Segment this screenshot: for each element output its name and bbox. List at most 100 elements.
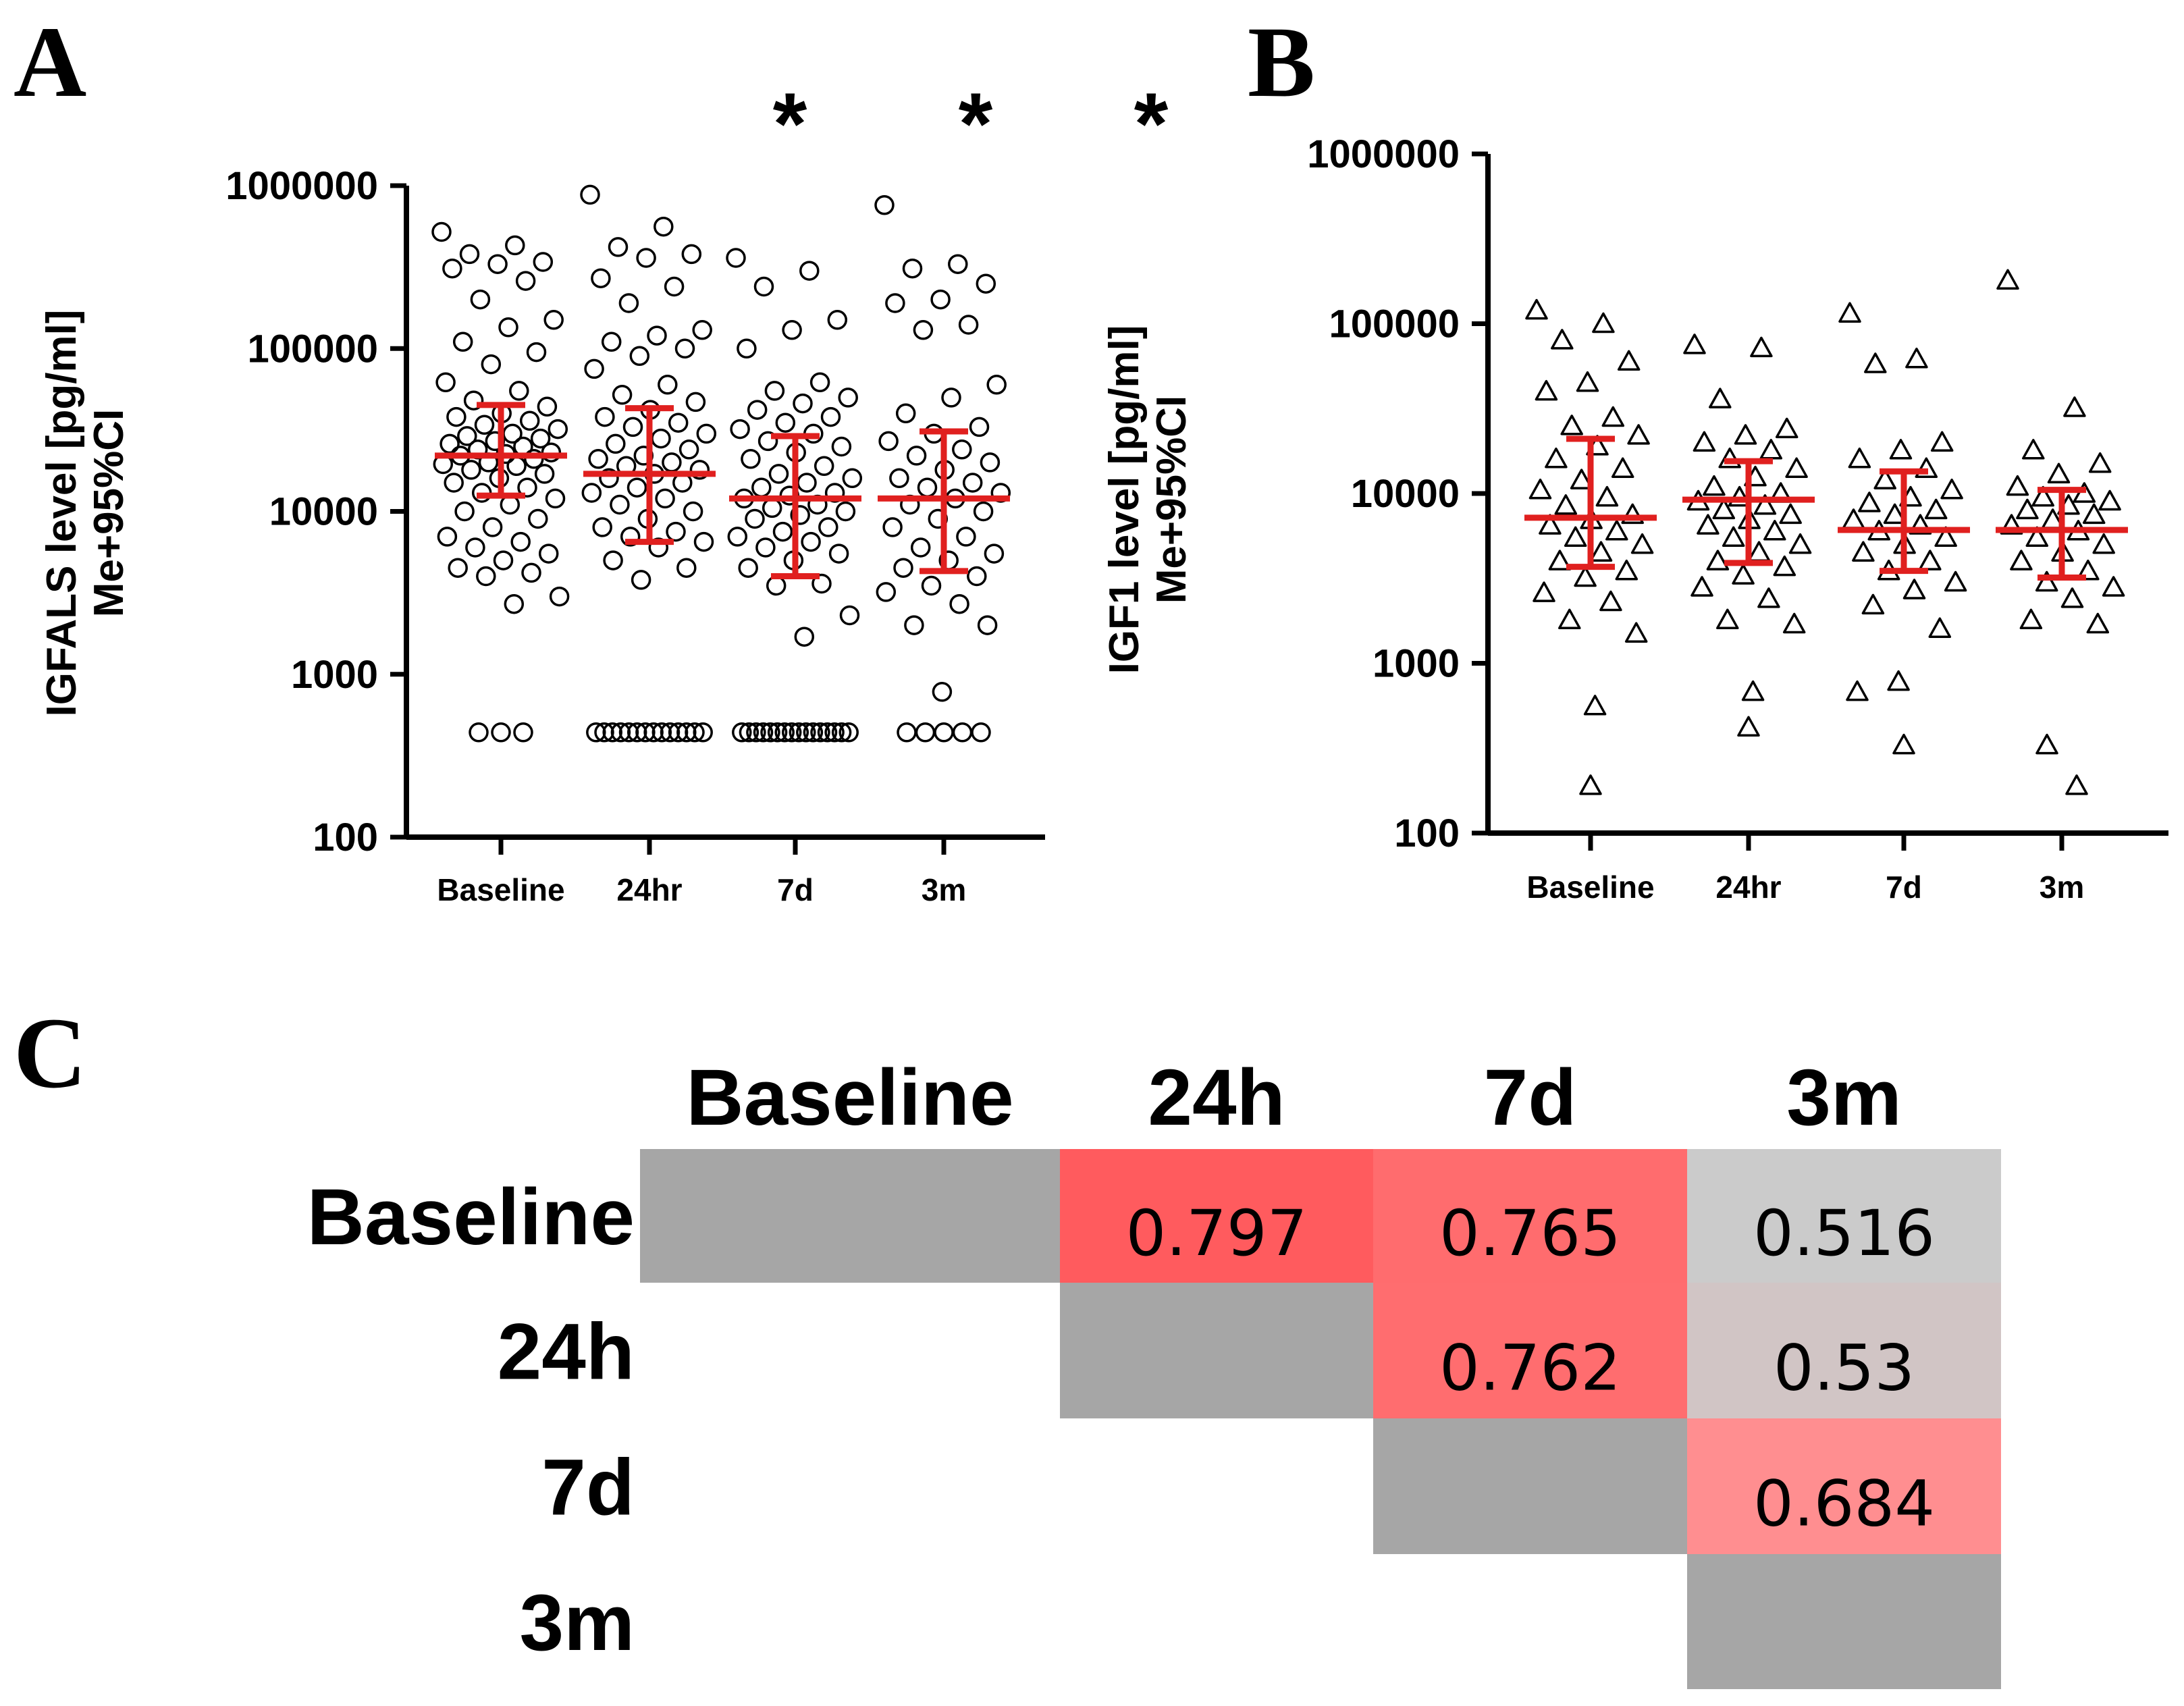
chart-b-point [1712, 498, 1736, 520]
chart-b-point [1706, 550, 1730, 570]
chart-b-point [1693, 431, 1716, 452]
table-cell [1373, 1149, 1687, 1283]
chart-a-point [839, 605, 860, 626]
chart-a-point [941, 388, 961, 408]
chart-b-point [1846, 680, 1869, 701]
chart-a-point [775, 412, 796, 433]
chart-a-point [603, 550, 623, 570]
chart-a-point [666, 521, 686, 542]
chart-a-point [790, 505, 810, 525]
chart-a-point [789, 722, 809, 743]
chart-a-point [618, 293, 639, 313]
table-cell-value: 0.762 [1439, 1332, 1621, 1406]
chart-b-point [2065, 774, 2088, 795]
chart-a-point [685, 722, 705, 743]
chart-a-point [973, 501, 994, 522]
table-cell [1687, 1418, 2001, 1554]
chart-b-point [1757, 587, 1780, 608]
chart-b-point [1605, 520, 1628, 541]
chart-a-ytick-label: 1000000 [225, 164, 378, 208]
chart-b-point [1775, 417, 1799, 439]
chart-a-point [476, 566, 496, 587]
chart-b-point [1858, 491, 1881, 512]
chart-b-point [2025, 526, 2049, 548]
chart-a-point [967, 566, 987, 587]
chart-b-point [1583, 695, 1607, 716]
chart-a-point [838, 722, 859, 743]
chart-a-point [827, 310, 848, 330]
chart-a-point [469, 722, 489, 743]
chart-a-point [732, 722, 752, 743]
chart-a-point [746, 722, 766, 743]
chart-a-point [648, 537, 669, 558]
chart-a-point [435, 372, 456, 393]
chart-a-point [474, 415, 495, 435]
table-row-header: Baseline [307, 1173, 635, 1262]
chart-a-point [533, 252, 554, 272]
chart-b-point [1759, 439, 1783, 460]
chart-b-point [2047, 462, 2071, 484]
chart-a-point [608, 237, 629, 257]
table-cell [1060, 1149, 1373, 1283]
chart-b-point [2022, 439, 2045, 460]
chart-a-point [971, 722, 991, 743]
chart-a-point [534, 464, 555, 484]
chart-a-point [452, 331, 473, 352]
chart-b-point [2060, 587, 2084, 608]
chart-a-point [797, 473, 817, 493]
chart-a-point [549, 586, 570, 607]
chart-a-point [530, 428, 551, 449]
chart-b-point [1915, 457, 1938, 478]
chart-a-point [969, 417, 990, 437]
chart-a-point [442, 258, 462, 279]
chart-a-point [980, 452, 1001, 473]
chart-b-point [1773, 555, 1796, 577]
chart-a-point [465, 537, 485, 558]
chart-a-point [491, 722, 511, 743]
chart-b-point [2016, 498, 2039, 520]
table-col-header: 24h [1148, 1053, 1285, 1142]
chart-b-point [1690, 576, 1713, 597]
chart-a-category-label: 24hr [616, 872, 682, 907]
chart-b-point [1564, 526, 1587, 548]
chart-b-point [1558, 608, 1581, 630]
chart-a-point [811, 573, 832, 594]
table-cell-value: 0.765 [1439, 1197, 1621, 1271]
chart-a-point [622, 417, 643, 437]
chart-b-point [1788, 533, 1812, 554]
chart-a-point [814, 456, 834, 477]
chart-b-point [1576, 371, 1599, 392]
chart-b-point [2006, 475, 2029, 496]
table-col-header: 3m [1786, 1053, 1902, 1142]
chart-b-point [1545, 447, 1568, 469]
chart-a-point [588, 449, 608, 469]
chart-b-point [1592, 312, 1615, 334]
chart-a-point [459, 244, 480, 265]
chart-a-point [437, 527, 458, 547]
chart-b-point [1579, 774, 1602, 795]
correlation-table: Baseline 24h 7d 3m Baseline 24h 7d 3m 0.797 0.765… [307, 1053, 2001, 1689]
chart-a-ytick-label: 100000 [247, 327, 378, 371]
chart-a-point [655, 488, 675, 509]
chart-b-point [1864, 352, 1887, 373]
chart-a-point [755, 537, 776, 558]
chart-a-point [620, 527, 641, 547]
chart-a-point [766, 575, 787, 596]
chart-a-point [828, 543, 849, 564]
chart-b-point [1554, 494, 1578, 515]
chart-a-point [949, 593, 969, 614]
chart-a-point [895, 403, 916, 424]
chart-b-point [1539, 514, 1562, 535]
chart-a-point [627, 477, 647, 498]
chart-b-point [1709, 388, 1732, 408]
chart-b-point [2077, 559, 2100, 581]
chart-b-point [1996, 269, 2019, 290]
chart-b-point [1574, 566, 1597, 587]
chart-a-point [612, 385, 633, 405]
chart-a-point [448, 558, 468, 578]
chart-a-point [457, 426, 477, 446]
chart-a-point [581, 483, 602, 503]
chart-a-point [768, 464, 789, 484]
table-col-header: Baseline [686, 1053, 1013, 1142]
chart-a-point [727, 527, 748, 547]
